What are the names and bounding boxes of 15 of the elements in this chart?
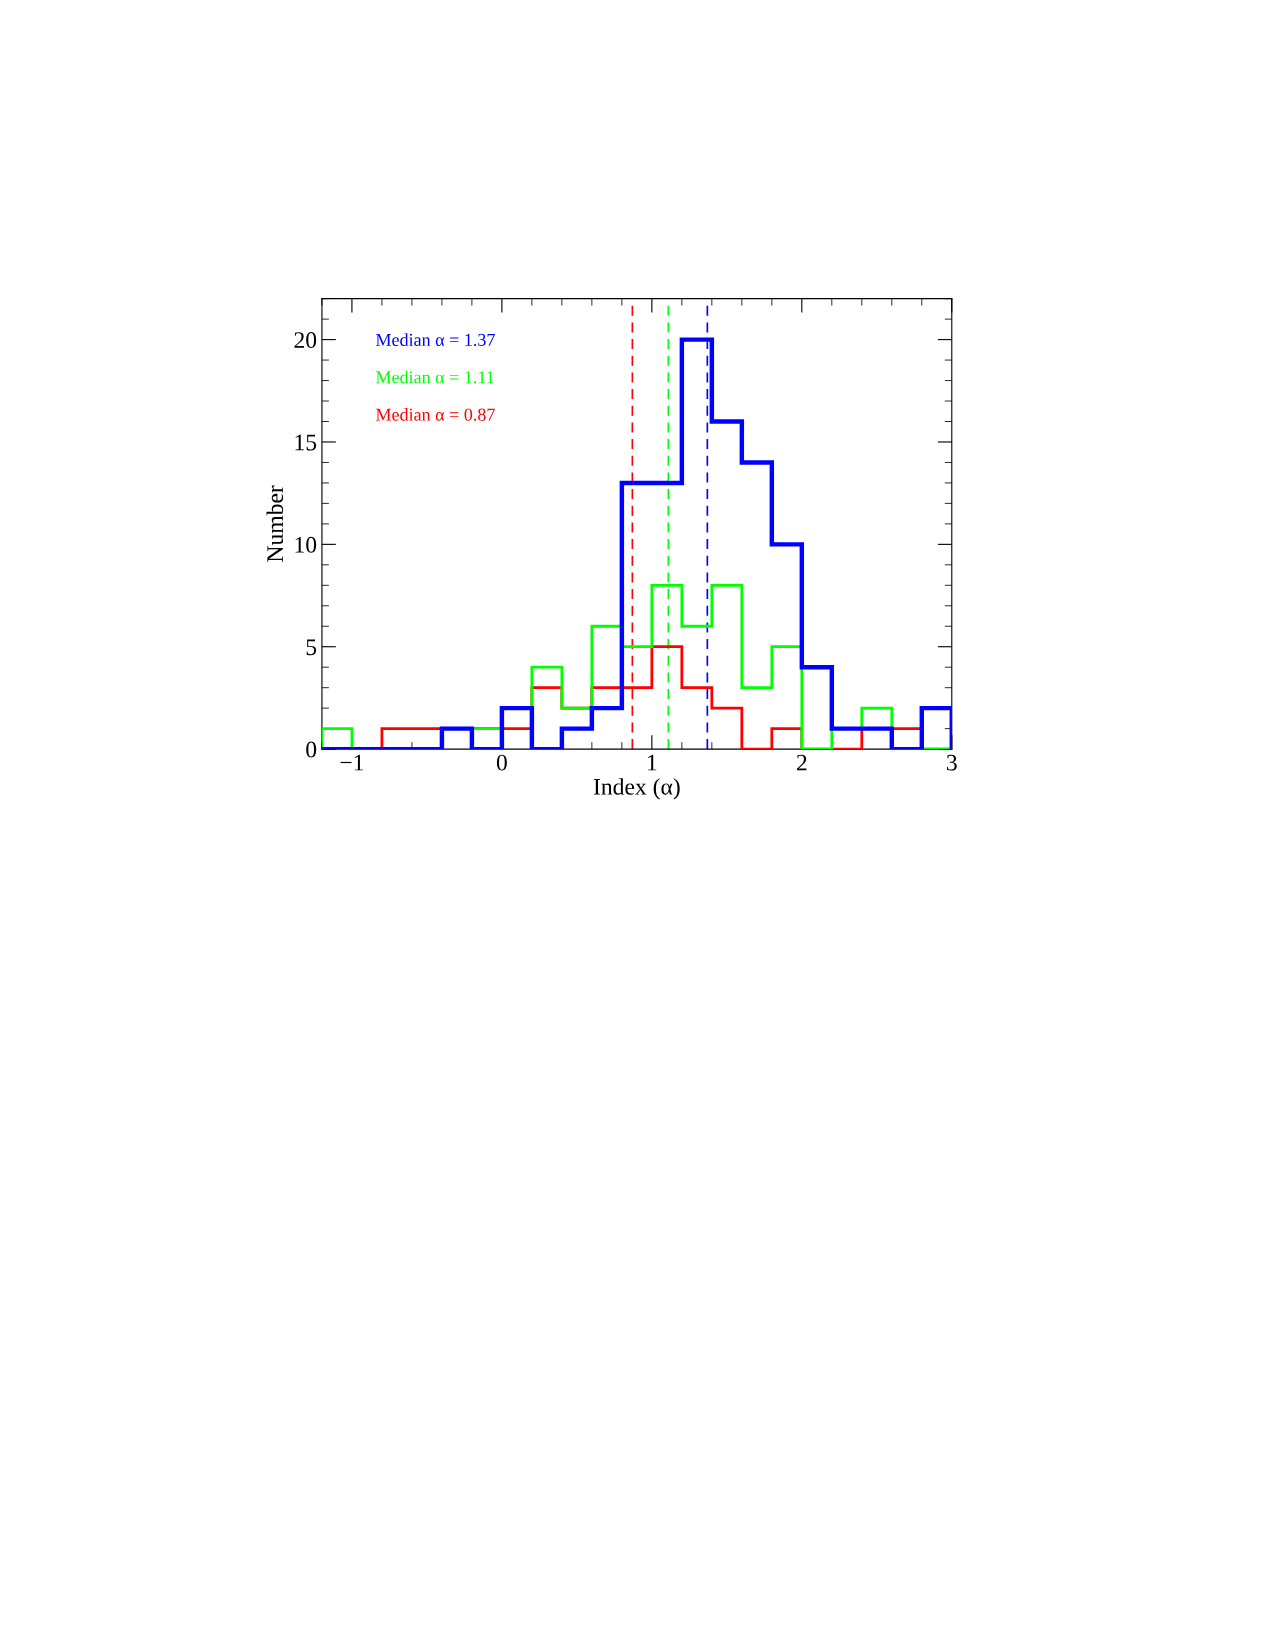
y-tick-label: 15 [295, 434, 317, 451]
y-axis-title: Number [266, 485, 284, 562]
x-axis-title: Index (α) [593, 778, 680, 800]
y-tick-label: 20 [294, 332, 317, 349]
y-tick-label: 0 [306, 741, 317, 758]
annotation: Median α = 1.37 [375, 333, 495, 347]
y-tick-label: 5 [306, 639, 317, 656]
x-tick-label: 1 [648, 754, 657, 771]
x-tick-label: 2 [796, 754, 807, 771]
x-tick-label: 0 [496, 754, 507, 771]
x-tick-label: −1 [340, 754, 364, 771]
annotation: Median α = 1.11 [375, 370, 494, 384]
annotation: Median α = 0.87 [375, 408, 495, 421]
x-tick-label: 3 [947, 754, 957, 771]
y-tick-label: 10 [295, 536, 317, 553]
